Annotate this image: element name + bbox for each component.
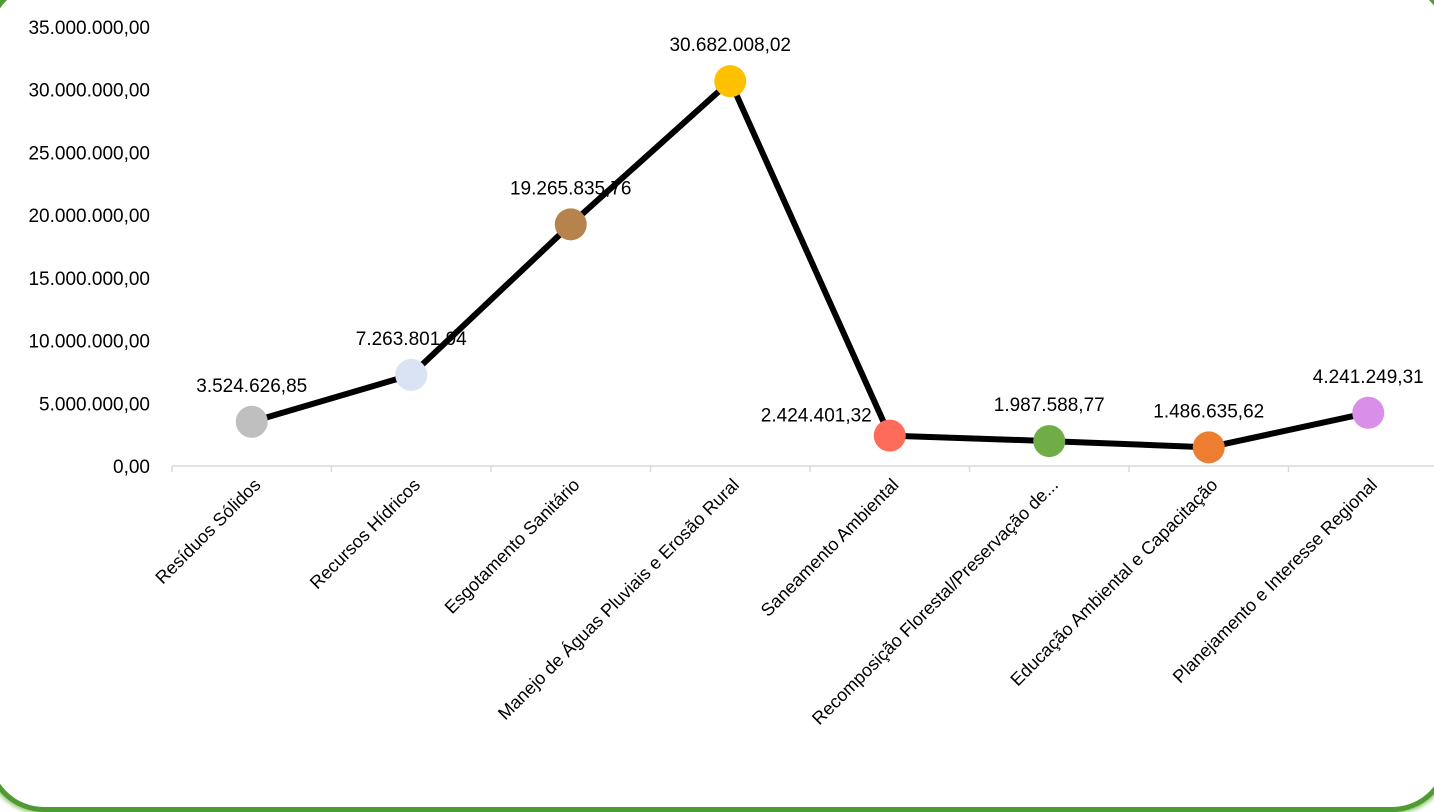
series-line-path — [248, 78, 1372, 451]
y-tick-label: 5.000.000,00 — [39, 394, 150, 415]
data-point-marker — [235, 405, 268, 438]
data-point-marker — [714, 65, 747, 98]
x-category-label: Esgotamento Sanitário — [441, 475, 584, 618]
data-point-marker — [1033, 425, 1066, 458]
data-label: 1.987.588,77 — [994, 395, 1105, 416]
y-tick-label: 20.000.000,00 — [28, 206, 150, 227]
data-label: 30.682.008,02 — [669, 35, 791, 56]
data-point-marker — [873, 419, 906, 452]
y-tick-label: 10.000.000,00 — [28, 332, 150, 353]
data-label: 4.241.249,31 — [1313, 367, 1424, 388]
data-labels: 3.524.626,85 7.263.801,94 19.265.835,76 30.… — [196, 35, 1423, 426]
x-category-label: Recomposição Florestal/Preservação de... — [808, 475, 1062, 729]
data-label: 1.486.635,62 — [1153, 401, 1264, 422]
data-point-marker — [395, 358, 428, 391]
y-tick-label: 35.000.000,00 — [28, 18, 150, 39]
y-tick-label: 25.000.000,00 — [28, 143, 150, 164]
x-category-label: Saneamento Ambiental — [757, 475, 903, 621]
data-point-marker — [1192, 431, 1225, 464]
data-label: 2.424.401,32 — [761, 406, 872, 427]
series-line — [248, 78, 1372, 451]
data-markers — [235, 65, 1385, 464]
data-point-marker — [554, 208, 587, 241]
y-tick-label: 15.000.000,00 — [28, 269, 150, 290]
data-point-marker — [1352, 396, 1385, 429]
x-category-label: Recursos Hídricos — [306, 475, 424, 593]
y-axis: 0,00 5.000.000,00 10.000.000,00 15.000.000,… — [28, 18, 150, 478]
data-label: 3.524.626,85 — [196, 376, 307, 397]
y-tick-label: 0,00 — [113, 457, 150, 478]
line-chart: 0,00 5.000.000,00 10.000.000,00 15.000.000,… — [28, 18, 1434, 729]
x-axis: Resíduos Sólidos Recursos Hídricos Esgotam… — [151, 465, 1434, 729]
x-category-label: Resíduos Sólidos — [151, 475, 264, 588]
y-tick-label: 30.000.000,00 — [28, 81, 150, 102]
data-label: 19.265.835,76 — [510, 178, 632, 199]
data-label: 7.263.801,94 — [356, 329, 467, 350]
